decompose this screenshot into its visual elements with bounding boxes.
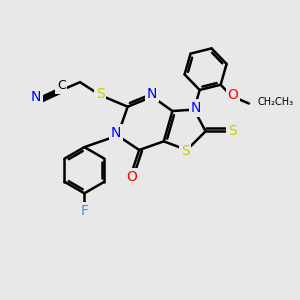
Text: N: N <box>147 87 158 101</box>
Text: CH₂CH₃: CH₂CH₃ <box>258 97 294 107</box>
Text: S: S <box>96 87 105 101</box>
Text: N: N <box>111 126 121 140</box>
Text: F: F <box>80 204 88 218</box>
Text: N: N <box>31 90 41 104</box>
Text: S: S <box>181 144 190 158</box>
Text: O: O <box>126 170 137 184</box>
Text: S: S <box>228 124 237 138</box>
Text: O: O <box>228 88 238 102</box>
Text: N: N <box>190 101 201 115</box>
Text: C: C <box>57 79 66 92</box>
